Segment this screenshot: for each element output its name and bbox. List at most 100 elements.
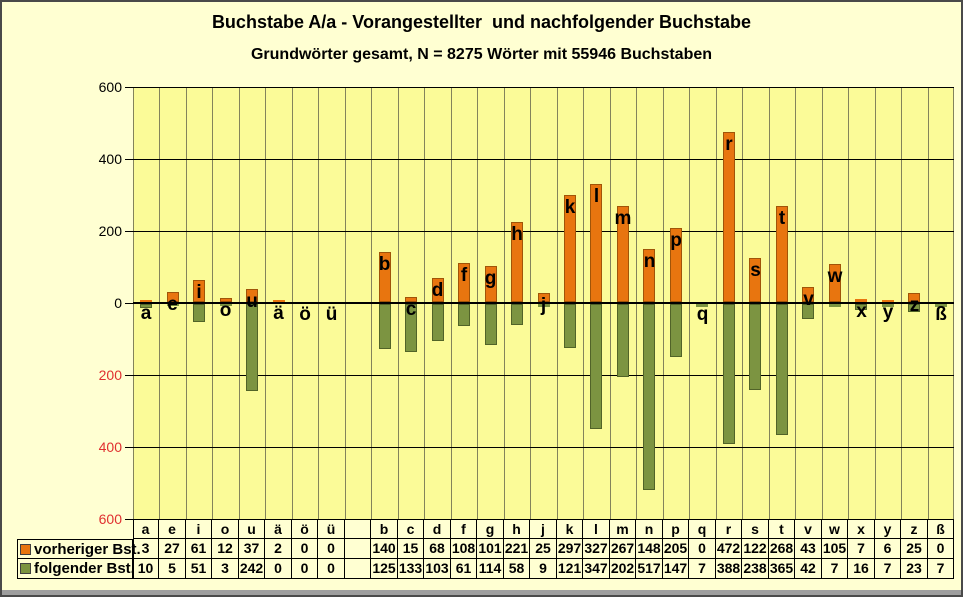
bar-letter-label: x bbox=[856, 301, 867, 322]
y-axis-tickmark bbox=[125, 231, 133, 232]
value-cell-folgender: 365 bbox=[769, 559, 795, 579]
value-cell-vorheriger: 472 bbox=[716, 539, 742, 559]
bar-letter-label: ä bbox=[273, 303, 284, 324]
category-header-cell: k bbox=[557, 520, 583, 539]
value-cell-vorheriger: 140 bbox=[371, 539, 398, 559]
bar-vorheriger bbox=[617, 206, 629, 302]
bar-folgender bbox=[167, 304, 179, 306]
legend-label: folgender Bst. bbox=[34, 560, 135, 577]
chart-subtitle: Grundwörter gesamt, N = 8275 Wörter mit … bbox=[250, 46, 713, 63]
bar-letter-label: n bbox=[643, 251, 656, 272]
y-axis-tick-label: 600 bbox=[98, 79, 122, 95]
bar-folgender bbox=[511, 304, 523, 325]
bar-letter-label: j bbox=[540, 295, 547, 316]
y-axis-tick-label: 200 bbox=[98, 367, 122, 383]
bar-vorheriger bbox=[140, 300, 152, 302]
y-axis-tickmark bbox=[125, 519, 133, 520]
bar-letter-label: e bbox=[167, 294, 178, 315]
value-cell-vorheriger: 0 bbox=[318, 539, 345, 559]
bar-vorheriger bbox=[802, 287, 814, 302]
bar-vorheriger bbox=[511, 222, 523, 302]
bar-letter-label: z bbox=[909, 295, 920, 316]
category-header-cell: l bbox=[583, 520, 610, 539]
bar-folgender bbox=[935, 304, 947, 307]
bar-vorheriger bbox=[379, 252, 391, 302]
value-cell-folgender: 42 bbox=[795, 559, 822, 579]
category-header-cell: s bbox=[742, 520, 769, 539]
value-cell-folgender: 242 bbox=[239, 559, 265, 579]
category-header-cell: q bbox=[689, 520, 716, 539]
bar-vorheriger bbox=[193, 280, 205, 302]
bar-letter-label: r bbox=[725, 134, 733, 155]
value-cell-folgender: 5 bbox=[159, 559, 186, 579]
value-cell-folgender: 9 bbox=[530, 559, 557, 579]
bar-letter-label: u bbox=[246, 291, 258, 312]
bar-folgender bbox=[405, 304, 417, 352]
bar-vorheriger bbox=[855, 299, 867, 302]
category-header-cell: o bbox=[212, 520, 239, 539]
bar-folgender bbox=[485, 304, 497, 345]
bar-letter-label: y bbox=[882, 302, 894, 323]
value-cell-folgender: 7 bbox=[875, 559, 901, 579]
category-header-cell: g bbox=[477, 520, 504, 539]
bar-vorheriger bbox=[564, 195, 576, 302]
bar-letter-label: l bbox=[593, 186, 600, 207]
bar-vorheriger bbox=[432, 278, 444, 302]
horizontal-gridline bbox=[133, 519, 954, 520]
bar-vorheriger bbox=[643, 249, 655, 302]
bar-vorheriger bbox=[485, 266, 497, 302]
value-cell-vorheriger: 268 bbox=[769, 539, 795, 559]
category-header-cell: r bbox=[716, 520, 742, 539]
category-header-cell: a bbox=[133, 520, 159, 539]
y-axis-tickmark bbox=[125, 87, 133, 88]
value-cell-folgender: 0 bbox=[292, 559, 318, 579]
category-header-cell: ß bbox=[928, 520, 954, 539]
value-cell-vorheriger: 327 bbox=[583, 539, 610, 559]
value-cell-folgender: 202 bbox=[610, 559, 636, 579]
horizontal-gridline bbox=[133, 231, 954, 232]
legend-row-vorheriger: vorheriger Bst. bbox=[18, 540, 141, 559]
value-cell-folgender: 125 bbox=[371, 559, 398, 579]
bar-folgender bbox=[908, 304, 920, 312]
bar-folgender bbox=[696, 304, 708, 307]
value-cell-vorheriger: 122 bbox=[742, 539, 769, 559]
bar-vorheriger bbox=[776, 206, 788, 302]
category-header-cell: y bbox=[875, 520, 901, 539]
category-header-cell: e bbox=[159, 520, 186, 539]
bar-letter-label: a bbox=[140, 303, 152, 324]
category-header-cell: d bbox=[424, 520, 451, 539]
category-header-cell: z bbox=[901, 520, 928, 539]
value-cell-vorheriger: 12 bbox=[212, 539, 239, 559]
bar-folgender bbox=[882, 304, 894, 307]
value-cell-folgender: 238 bbox=[742, 559, 769, 579]
bar-vorheriger bbox=[538, 293, 550, 302]
value-cell-folgender: 10 bbox=[133, 559, 159, 579]
bar-vorheriger bbox=[220, 298, 232, 302]
bar-vorheriger bbox=[723, 132, 735, 302]
value-cell-vorheriger: 15 bbox=[398, 539, 424, 559]
value-cell-vorheriger: 25 bbox=[901, 539, 928, 559]
value-cell-folgender: 23 bbox=[901, 559, 928, 579]
bar-letter-label: g bbox=[484, 268, 497, 289]
value-cell-folgender: 7 bbox=[689, 559, 716, 579]
category-header-cell: f bbox=[451, 520, 477, 539]
value-cell-vorheriger: 101 bbox=[477, 539, 504, 559]
bar-letter-label: s bbox=[750, 260, 761, 281]
value-cell-folgender: 0 bbox=[265, 559, 292, 579]
bar-vorheriger bbox=[670, 228, 682, 302]
bar-folgender bbox=[670, 304, 682, 357]
value-cell-vorheriger: 43 bbox=[795, 539, 822, 559]
y-axis-tickmark bbox=[125, 375, 133, 376]
value-cell-vorheriger: 267 bbox=[610, 539, 636, 559]
bar-folgender bbox=[829, 304, 841, 307]
table-left-border bbox=[133, 519, 134, 579]
horizontal-gridline bbox=[133, 447, 954, 448]
bar-folgender bbox=[220, 304, 232, 306]
bar-vorheriger bbox=[749, 258, 761, 302]
bar-folgender bbox=[432, 304, 444, 341]
bar-letter-label: ö bbox=[299, 304, 311, 325]
category-header-cell: u bbox=[239, 520, 265, 539]
y-axis-tickmark bbox=[125, 159, 133, 160]
horizontal-gridline bbox=[133, 302, 954, 304]
bar-folgender bbox=[776, 304, 788, 435]
